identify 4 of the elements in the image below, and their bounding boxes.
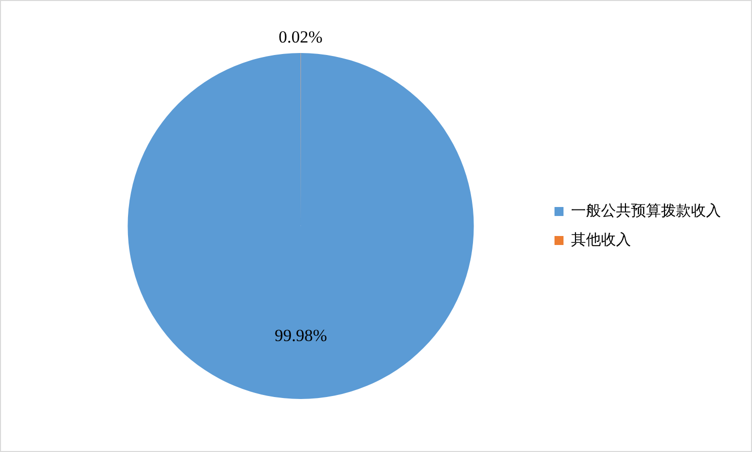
legend-label: 其他收入 bbox=[571, 230, 631, 248]
data-label: 0.02% bbox=[278, 27, 323, 46]
data-label: 99.98% bbox=[274, 326, 328, 346]
legend-label: 一般公共预算拨款收入 bbox=[571, 201, 721, 220]
